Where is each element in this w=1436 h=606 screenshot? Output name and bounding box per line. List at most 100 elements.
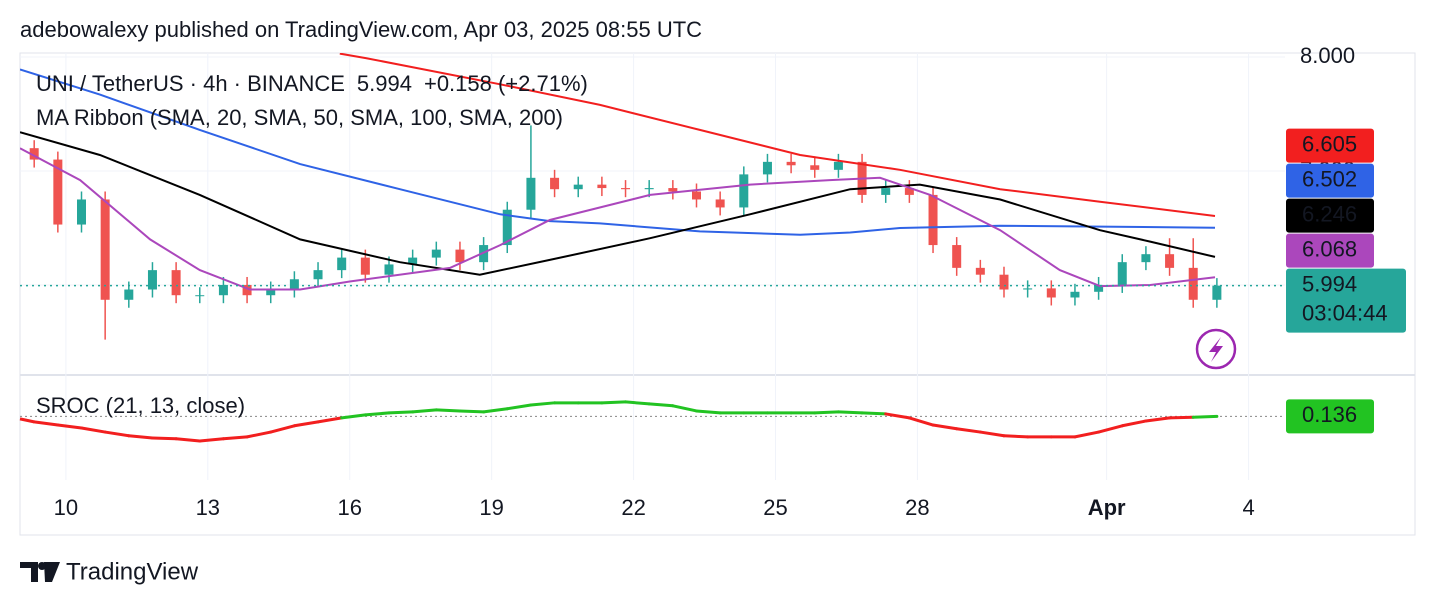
candle-body	[644, 188, 654, 190]
candle-body	[337, 257, 347, 271]
candle-body	[668, 188, 678, 192]
ma-line	[20, 147, 1216, 291]
candle-body	[171, 270, 181, 296]
brand-logo	[20, 562, 60, 582]
x-tick-label: 10	[54, 495, 78, 520]
candle-body	[124, 289, 134, 300]
candle-body	[691, 191, 701, 200]
candle-body	[739, 174, 749, 208]
indicator-line	[1097, 424, 1124, 434]
price-label: 6.502	[1302, 166, 1357, 191]
indicator-line	[292, 420, 320, 428]
price-label-box	[1286, 399, 1374, 434]
ma-line	[20, 68, 1216, 236]
indicator-line	[813, 410, 840, 415]
candle-body	[881, 188, 891, 195]
candle-body	[573, 184, 583, 190]
candle-body	[975, 267, 985, 275]
candle-body	[313, 270, 323, 280]
indicator-line	[694, 409, 722, 415]
candle-body	[100, 199, 110, 300]
indicator-line	[955, 427, 982, 434]
candle-body	[1141, 254, 1151, 263]
candle-body	[29, 148, 39, 160]
indicator-line	[363, 411, 391, 417]
candle-body	[455, 249, 465, 263]
candle-body	[786, 161, 796, 166]
chart-frame	[19, 52, 1416, 536]
candle-body	[904, 188, 914, 195]
candle-body	[1212, 285, 1222, 300]
indicator-line	[103, 430, 131, 438]
indicator-line	[245, 430, 273, 439]
indicator-line	[174, 437, 202, 443]
indicator-line	[1120, 419, 1148, 428]
legend-change: +0.158 (+2.71%)	[424, 71, 588, 96]
indicator-line	[79, 426, 107, 434]
x-tick-label: 28	[905, 495, 929, 520]
price-label: 6.246	[1302, 201, 1357, 226]
price-label: 03:04:44	[1302, 300, 1388, 325]
symbol-title: UNI / TetherUS · 4h · BINANCE	[36, 71, 345, 96]
lightning-bolt	[1209, 337, 1223, 362]
candle-body	[1070, 291, 1080, 298]
candle-body	[928, 194, 938, 246]
x-tick-label: 22	[621, 495, 645, 520]
candle-body	[266, 289, 276, 296]
candle-body	[384, 264, 394, 275]
candle-body	[810, 165, 820, 170]
indicator-line	[411, 408, 438, 414]
indicator-line	[836, 410, 864, 415]
candle-body	[999, 274, 1009, 290]
candle-body	[550, 177, 560, 190]
candle-body	[952, 245, 962, 268]
indicator-line	[884, 412, 911, 420]
indicator-line	[458, 409, 486, 414]
indicator-line	[907, 416, 935, 427]
candle-body	[1094, 284, 1104, 292]
candle-body	[621, 188, 631, 190]
indicator-line	[931, 423, 959, 431]
candle-body	[502, 209, 512, 246]
candle-body	[1188, 267, 1198, 300]
price-label: 6.068	[1302, 236, 1357, 261]
candle-body	[289, 279, 299, 290]
indicator-line	[647, 402, 675, 408]
candle-body	[1023, 288, 1033, 290]
indicator-line	[671, 404, 698, 413]
brand: TradingView	[66, 558, 199, 585]
candle-body	[715, 199, 725, 208]
x-tick-label: Apr	[1088, 495, 1126, 520]
indicator-line	[19, 417, 35, 424]
indicator-line	[482, 407, 509, 414]
price-label: 0.136	[1302, 402, 1357, 427]
candle-body	[762, 161, 772, 175]
price-label: 6.605	[1302, 131, 1357, 156]
indicator-line	[387, 410, 415, 415]
price-label-box	[1286, 198, 1374, 233]
indicator-line	[32, 420, 60, 427]
indicator-line	[529, 401, 557, 407]
indicator-line	[600, 400, 628, 405]
indicator-line	[1168, 415, 1195, 420]
candle-body	[1117, 262, 1127, 285]
y-tick-label: 8.000	[1300, 43, 1355, 68]
indicator-line	[1002, 434, 1030, 439]
indicator-line	[221, 435, 249, 441]
x-tick-label: 16	[337, 495, 361, 520]
indicator-line	[624, 400, 651, 406]
indicator-line	[269, 424, 296, 434]
x-tick-label: 19	[479, 495, 503, 520]
candle-body	[360, 257, 370, 275]
indicator-line	[56, 423, 83, 430]
candle-body	[597, 184, 607, 189]
indicator-line	[505, 403, 533, 411]
price-label-box	[1286, 268, 1406, 333]
indicator-line	[316, 416, 344, 424]
candle-body	[1165, 254, 1175, 268]
indicator-line	[1191, 414, 1219, 419]
price-label-box	[1286, 128, 1374, 163]
overlay-name: MA Ribbon (SMA, 20, SMA, 50, SMA, 100, S…	[36, 105, 563, 130]
